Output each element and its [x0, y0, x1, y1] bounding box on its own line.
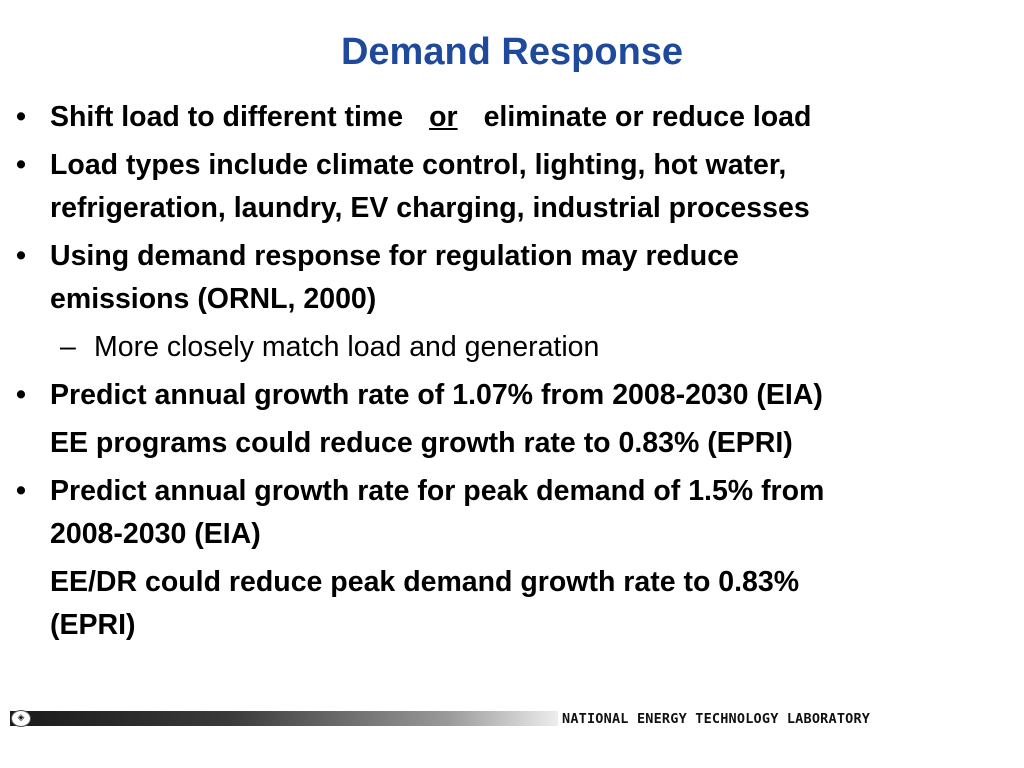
dash-glyph: –	[60, 331, 76, 363]
emphasis-text: or	[429, 101, 458, 133]
bullet-text: Load types include climate control, ligh…	[50, 149, 787, 181]
footer-gradient-bar	[10, 711, 558, 726]
bullet-glyph: •	[16, 379, 26, 411]
bullet-item-regulation: • Using demand response for regulation m…	[0, 235, 980, 321]
continuation-text: (EPRI)	[50, 609, 136, 641]
sub-bullet-item: – More closely match load and generation	[0, 326, 1024, 369]
bullet-glyph: •	[16, 149, 26, 181]
bullet-glyph: •	[16, 101, 26, 133]
bullet-text: eliminate or reduce load	[483, 101, 812, 133]
continuation-ee-programs: EE programs could reduce growth rate to …	[0, 422, 980, 465]
bullet-item-shift-load: • Shift load to different time or eliminat…	[0, 96, 980, 139]
bullet-item-growth-rate: • Predict annual growth rate of 1.07% fr…	[0, 374, 980, 417]
continuation-text: EE/DR could reduce peak demand growth ra…	[50, 566, 800, 598]
continuation-text: EE programs could reduce growth rate to …	[50, 427, 793, 459]
bullet-glyph: •	[16, 475, 26, 507]
slide-title: Demand Response	[340, 31, 684, 73]
bullet-text: Shift load to different time	[50, 101, 404, 133]
bullet-text: Using demand response for regulation may…	[50, 240, 739, 272]
footer-organization-name: NATIONAL ENERGY TECHNOLOGY LABORATORY	[562, 711, 871, 727]
bullet-item-peak-demand: • Predict annual growth rate for peak de…	[0, 470, 980, 556]
bullet-list: • Shift load to different time or eliminat…	[0, 96, 1024, 647]
bullet-item-load-types: • Load types include climate control, li…	[0, 144, 980, 230]
bullet-text: emissions (ORNL, 2000)	[50, 283, 377, 315]
bullet-text: Predict annual growth rate of 1.07% from…	[50, 379, 823, 411]
bullet-glyph: •	[16, 240, 26, 272]
bullet-text: 2008-2030 (EIA)	[50, 518, 261, 550]
continuation-ee-dr: EE/DR could reduce peak demand growth ra…	[0, 561, 980, 647]
bullet-text: refrigeration, laundry, EV charging, ind…	[50, 192, 810, 224]
bullet-text: Predict annual growth rate for peak dema…	[50, 475, 825, 507]
netl-logo-icon: ◈	[11, 710, 31, 727]
sub-bullet-text: More closely match load and generation	[94, 331, 600, 363]
